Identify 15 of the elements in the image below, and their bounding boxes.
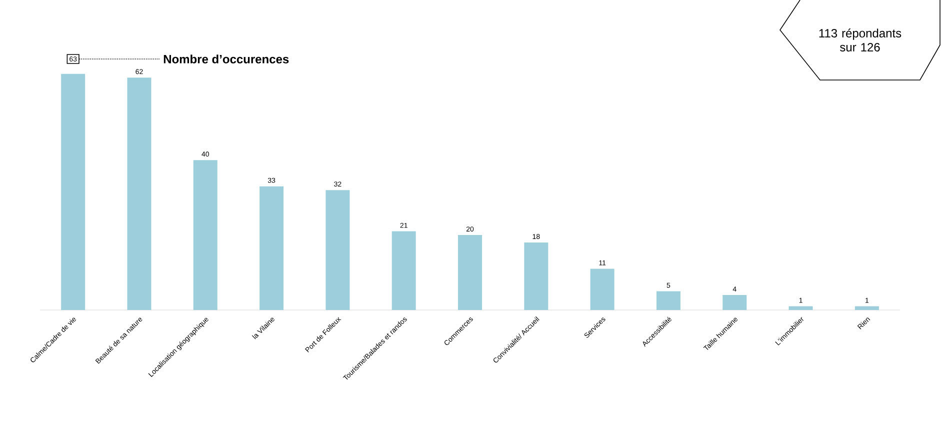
bar — [193, 160, 218, 310]
bar — [260, 186, 284, 310]
bar — [127, 78, 152, 310]
bar — [326, 190, 350, 310]
bar — [458, 235, 482, 310]
bar — [854, 306, 879, 310]
bar — [61, 74, 86, 310]
bar — [788, 306, 813, 310]
bar — [392, 231, 416, 310]
text: 113 répondants sur 126 — [819, 28, 902, 52]
bar — [656, 291, 680, 310]
bar — [590, 268, 614, 310]
bar — [524, 242, 548, 310]
bar — [722, 295, 747, 310]
text: Nombre d’occurences — [164, 54, 289, 64]
